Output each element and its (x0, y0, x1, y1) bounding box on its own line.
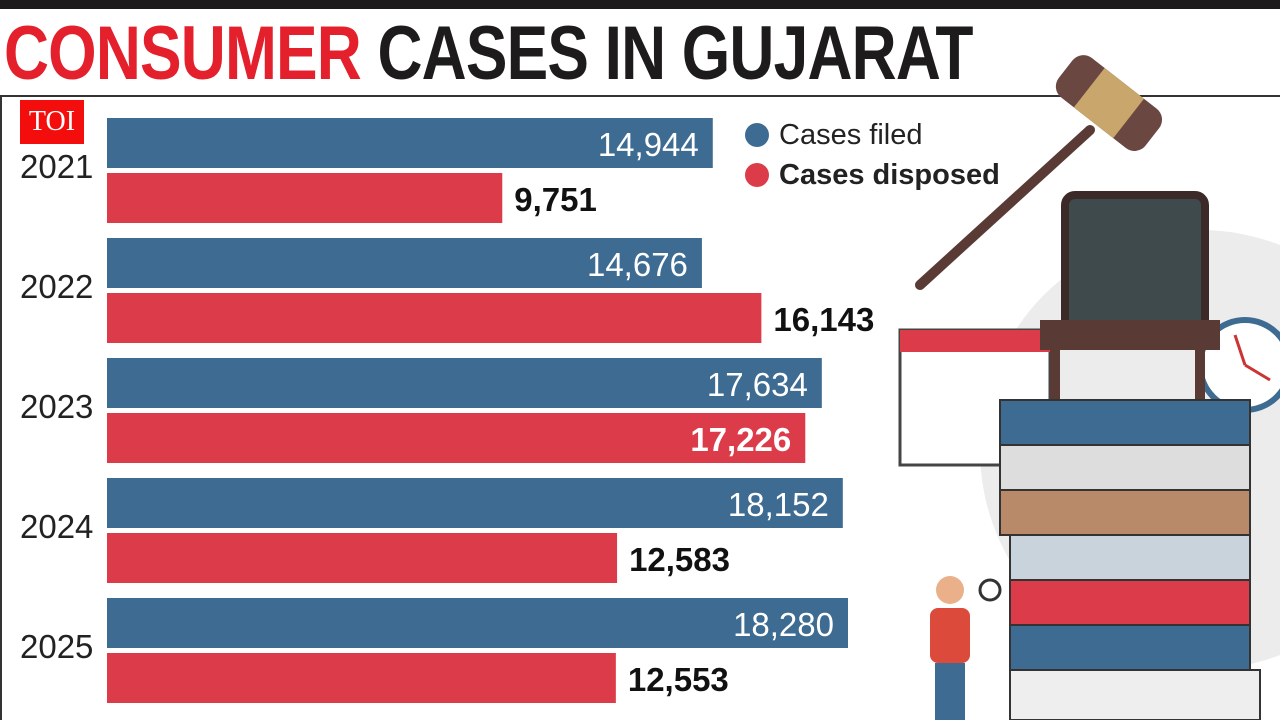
year-label: 2023 (20, 388, 93, 425)
year-label: 2021 (20, 148, 93, 185)
data-label: 14,676 (587, 246, 688, 283)
data-label: 17,226 (690, 421, 791, 458)
year-label: 2022 (20, 268, 93, 305)
data-label: 18,280 (733, 606, 834, 643)
bar-filed (107, 358, 822, 408)
title-black: CASES IN GUJARAT (377, 11, 973, 96)
person-with-magnifier-icon (930, 576, 1002, 720)
bar-disposed (107, 173, 503, 223)
bar-disposed (107, 533, 618, 583)
legend: Cases filed Cases disposed (745, 115, 1000, 195)
data-label: 14,944 (598, 126, 699, 163)
bar-filed (107, 238, 702, 288)
legend-label: Cases disposed (779, 158, 1000, 191)
chart-title: CONSUMER CASES IN GUJARAT (4, 14, 973, 94)
bar-filed (107, 478, 843, 528)
toi-logo: TOI (20, 100, 84, 144)
legend-item-disposed: Cases disposed (745, 155, 1000, 195)
chair-icon (1040, 191, 1220, 400)
data-label: 18,152 (728, 486, 829, 523)
data-label: 17,634 (707, 366, 808, 403)
gavel-icon (915, 55, 1163, 290)
legend-item-filed: Cases filed (745, 115, 1000, 155)
bar-disposed (107, 653, 616, 703)
divider (0, 95, 1280, 97)
bar-disposed (107, 413, 806, 463)
data-label: 9,751 (514, 181, 597, 218)
bar-disposed (107, 293, 762, 343)
year-label: 2025 (20, 628, 93, 665)
divider (0, 95, 2, 720)
bar-filed (107, 118, 713, 168)
data-label: 12,583 (629, 541, 730, 578)
court-illustration (898, 55, 1280, 720)
binder-stack (999, 399, 1261, 720)
data-label: 12,553 (628, 661, 729, 698)
legend-swatch (745, 163, 769, 187)
top-bar (0, 0, 1280, 9)
data-label: 16,143 (773, 301, 874, 338)
bar-filed (107, 598, 848, 648)
title-red: CONSUMER (4, 11, 362, 96)
legend-label: Cases filed (779, 118, 923, 151)
year-label: 2024 (20, 508, 93, 545)
legend-swatch (745, 123, 769, 147)
